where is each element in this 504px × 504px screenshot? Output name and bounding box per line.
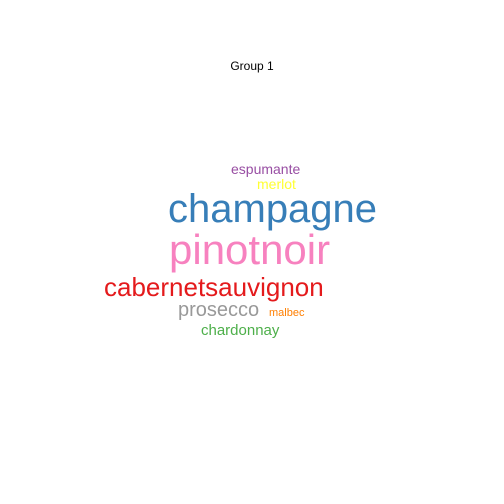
word-malbec: malbec xyxy=(269,307,305,319)
word-champagne: champagne xyxy=(168,187,378,231)
word-cabernetsauvignon: cabernetsauvignon xyxy=(104,272,324,302)
word-espumante: espumante xyxy=(231,161,301,177)
word-prosecco: prosecco xyxy=(178,299,260,321)
word-chardonnay: chardonnay xyxy=(201,322,280,339)
chart-title: Group 1 xyxy=(230,59,274,73)
word-pinotnoir: pinotnoir xyxy=(169,226,331,273)
word-merlot: merlot xyxy=(257,176,296,192)
